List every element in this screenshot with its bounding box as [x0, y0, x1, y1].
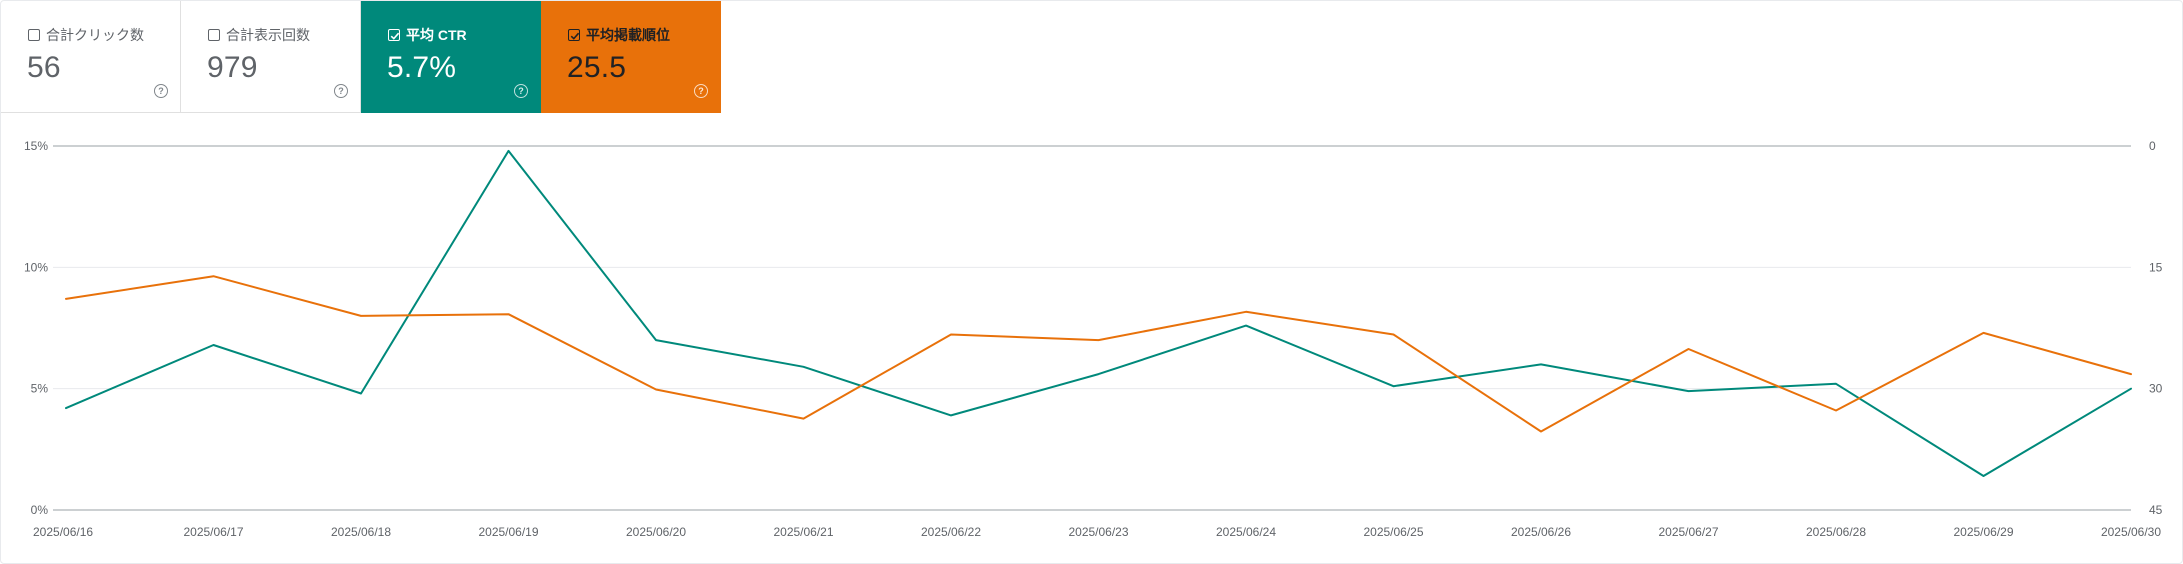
left-axis-tick-label: 15% — [24, 139, 48, 153]
metric-card-impressions[interactable]: 合計表示回数 979 ? — [181, 1, 361, 113]
x-axis-tick-label: 2025/06/26 — [1511, 525, 1571, 539]
ctr-series-line — [65, 149, 2132, 477]
right-axis-tick-label: 15 — [2149, 260, 2163, 274]
help-icon[interactable]: ? — [334, 84, 348, 98]
x-axis-tick-label: 2025/06/23 — [1068, 525, 1128, 539]
x-axis-tick-label: 2025/06/16 — [33, 525, 93, 539]
metric-label-impressions: 合計表示回数 — [226, 27, 310, 43]
left-axis-tick-label: 5% — [31, 382, 49, 396]
metric-value-position: 25.5 — [567, 51, 627, 84]
help-icon[interactable]: ? — [154, 84, 168, 98]
metric-cards: 合計クリック数 56 ? 合計表示回数 979 ? 平均 CTR 5.7% ? — [1, 1, 721, 113]
x-axis-tick-label: 2025/06/30 — [2101, 525, 2161, 539]
metric-label-position: 平均掲載順位 — [586, 27, 670, 43]
metric-card-clicks[interactable]: 合計クリック数 56 ? — [1, 1, 181, 113]
checkbox-checked-icon[interactable] — [388, 29, 400, 41]
checkbox-unchecked-icon[interactable] — [28, 29, 40, 41]
metric-card-header: 合計クリック数 — [28, 25, 144, 45]
x-axis-tick-label: 2025/06/17 — [183, 525, 243, 539]
checkbox-unchecked-icon[interactable] — [208, 29, 220, 41]
x-axis-tick-label: 2025/06/27 — [1658, 525, 1718, 539]
metric-card-header: 平均掲載順位 — [568, 25, 670, 45]
x-axis-tick-label: 2025/06/21 — [773, 525, 833, 539]
metric-label-clicks: 合計クリック数 — [46, 27, 144, 43]
x-axis-tick-label: 2025/06/25 — [1363, 525, 1423, 539]
metric-card-ctr[interactable]: 平均 CTR 5.7% ? — [361, 1, 541, 113]
x-axis-tick-label: 2025/06/24 — [1216, 525, 1276, 539]
metric-card-header: 合計表示回数 — [208, 25, 310, 45]
x-axis-tick-label: 2025/06/22 — [921, 525, 981, 539]
x-axis-tick-label: 2025/06/19 — [478, 525, 538, 539]
metric-card-position[interactable]: 平均掲載順位 25.5 ? — [541, 1, 721, 113]
help-icon[interactable]: ? — [514, 84, 528, 98]
right-axis-tick-label: 45 — [2149, 503, 2163, 517]
metric-value-impressions: 979 — [207, 51, 258, 84]
position-series-line — [65, 275, 2132, 433]
metric-value-ctr: 5.7% — [387, 51, 457, 84]
checkbox-checked-icon[interactable] — [568, 29, 580, 41]
x-axis-tick-label: 2025/06/28 — [1806, 525, 1866, 539]
left-axis-tick-label: 10% — [24, 260, 48, 274]
metric-label-ctr: 平均 CTR — [406, 27, 467, 43]
metric-value-clicks: 56 — [27, 51, 61, 84]
metric-card-header: 平均 CTR — [388, 25, 467, 45]
left-axis-tick-label: 0% — [31, 503, 49, 517]
right-axis-tick-label: 30 — [2149, 382, 2163, 396]
x-axis-tick-label: 2025/06/20 — [626, 525, 686, 539]
x-axis-tick-label: 2025/06/29 — [1953, 525, 2013, 539]
x-axis-tick-label: 2025/06/18 — [331, 525, 391, 539]
right-axis-tick-label: 0 — [2149, 139, 2156, 153]
help-icon[interactable]: ? — [694, 84, 708, 98]
